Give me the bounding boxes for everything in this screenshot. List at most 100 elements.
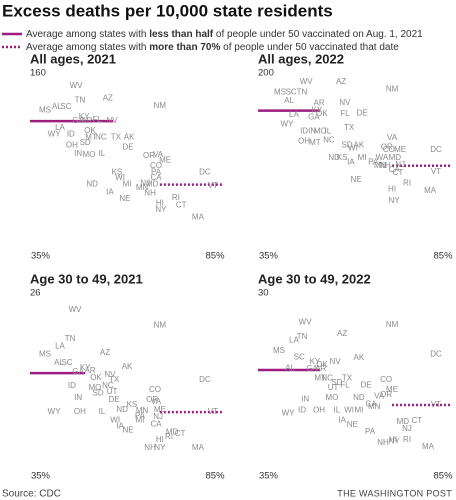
state-point: MD: [397, 417, 410, 426]
state-point: KS: [337, 153, 348, 162]
panel-title: All ages, 2021: [30, 51, 116, 66]
state-point: WI: [348, 143, 358, 152]
state-point: AZ: [103, 93, 113, 102]
state-point: MA: [422, 442, 435, 451]
credit: THE WASHINGTON POST: [337, 488, 452, 498]
state-point: DC: [199, 168, 211, 177]
state-point: ME: [386, 385, 398, 394]
state-point: TX: [344, 123, 355, 132]
state-point: MA: [192, 443, 205, 452]
state-point: IA: [106, 187, 114, 196]
state-point: MD: [146, 180, 159, 189]
state-point: RI: [403, 178, 411, 187]
state-point: SD: [341, 141, 352, 150]
state-point: SC: [61, 358, 72, 367]
state-point: OR: [381, 142, 393, 151]
state-point: KS: [112, 168, 123, 177]
state-point: NC: [95, 133, 107, 142]
state-point: UT: [107, 387, 118, 396]
panel-title: Age 30 to 49, 2021: [30, 271, 143, 286]
state-point: OR: [380, 390, 392, 399]
state-point: MD: [389, 153, 402, 162]
page-title: Excess deaths per 10,000 state residents: [2, 1, 333, 20]
state-point: NM: [154, 101, 167, 110]
state-point: AR: [84, 366, 95, 375]
state-point: AL: [284, 96, 294, 105]
state-point: MT: [309, 138, 321, 147]
state-point: MS: [39, 105, 51, 114]
state-point: AL: [54, 358, 64, 367]
state-point: IL: [99, 149, 106, 158]
state-point: IN: [301, 394, 309, 403]
state-point: MT: [85, 133, 97, 142]
state-point: AK: [124, 133, 135, 142]
state-point: CA: [366, 400, 378, 409]
state-point: KY: [312, 106, 323, 115]
x-tick-label: 35%: [259, 471, 279, 482]
state-point: NE: [123, 425, 134, 434]
state-point: CO: [150, 161, 162, 170]
x-tick-label: 85%: [206, 471, 226, 482]
state-point: FL: [340, 380, 350, 389]
state-point: DE: [109, 395, 120, 404]
state-point: NM: [386, 320, 399, 329]
state-point: MI: [136, 415, 145, 424]
state-point: OK: [316, 109, 328, 118]
state-point: KY: [80, 363, 91, 372]
state-point: DE: [361, 380, 372, 389]
legend-label: Average among states with more than 70% …: [26, 42, 399, 53]
state-point: VA: [387, 133, 398, 142]
source: Source: CDC: [2, 489, 61, 500]
state-point: OH: [298, 136, 310, 145]
state-point: SC: [286, 87, 297, 96]
legend-text: Average among states with: [26, 29, 149, 40]
state-point: NY: [155, 205, 167, 214]
state-point: CO: [149, 385, 161, 394]
state-point: NC: [321, 373, 333, 382]
state-point: NH: [144, 188, 156, 197]
state-point: ID: [67, 129, 75, 138]
state-point: ME: [154, 405, 166, 414]
state-point: WA: [376, 153, 389, 162]
state-point: NE: [119, 194, 130, 203]
state-point: LA: [289, 110, 299, 119]
state-point: TX: [342, 373, 353, 382]
state-point: AR: [81, 116, 92, 125]
state-point: DC: [430, 145, 442, 154]
state-point: GA: [72, 116, 84, 125]
state-point: IL: [99, 407, 106, 416]
state-point: MI: [354, 405, 363, 414]
state-point: SC: [60, 102, 71, 111]
state-point: RI: [165, 432, 173, 441]
state-point: TN: [75, 95, 86, 104]
state-point: WY: [48, 407, 62, 416]
state-point: CT: [393, 168, 404, 177]
state-point: MO: [314, 127, 327, 136]
state-point: KY: [79, 112, 90, 121]
state-point: MN: [136, 406, 149, 415]
state-point: MS: [39, 349, 51, 358]
state-point: NE: [351, 175, 362, 184]
state-point: ID: [298, 405, 306, 414]
state-point: ND: [353, 393, 365, 402]
state-point: ME: [394, 145, 406, 154]
state-point: TN: [65, 334, 76, 343]
state-point: OR: [146, 395, 158, 404]
state-point: AL: [285, 363, 295, 372]
state-point: TX: [111, 133, 122, 142]
state-point: NV: [330, 357, 342, 366]
state-point: NJ: [140, 179, 150, 188]
state-point: TN: [297, 87, 308, 96]
state-point: NM: [154, 320, 167, 329]
state-point: VT: [431, 167, 441, 176]
state-point: NM: [386, 85, 399, 94]
state-point: HI: [156, 198, 164, 207]
state-point: CT: [175, 429, 186, 438]
state-point: IN: [74, 393, 82, 402]
state-point: OR: [143, 151, 155, 160]
state-point: NY: [389, 196, 401, 205]
state-point: MI: [358, 153, 367, 162]
state-point: NC: [102, 381, 114, 390]
legend-text: Average among states with: [26, 42, 149, 53]
state-point: MT: [314, 373, 326, 382]
